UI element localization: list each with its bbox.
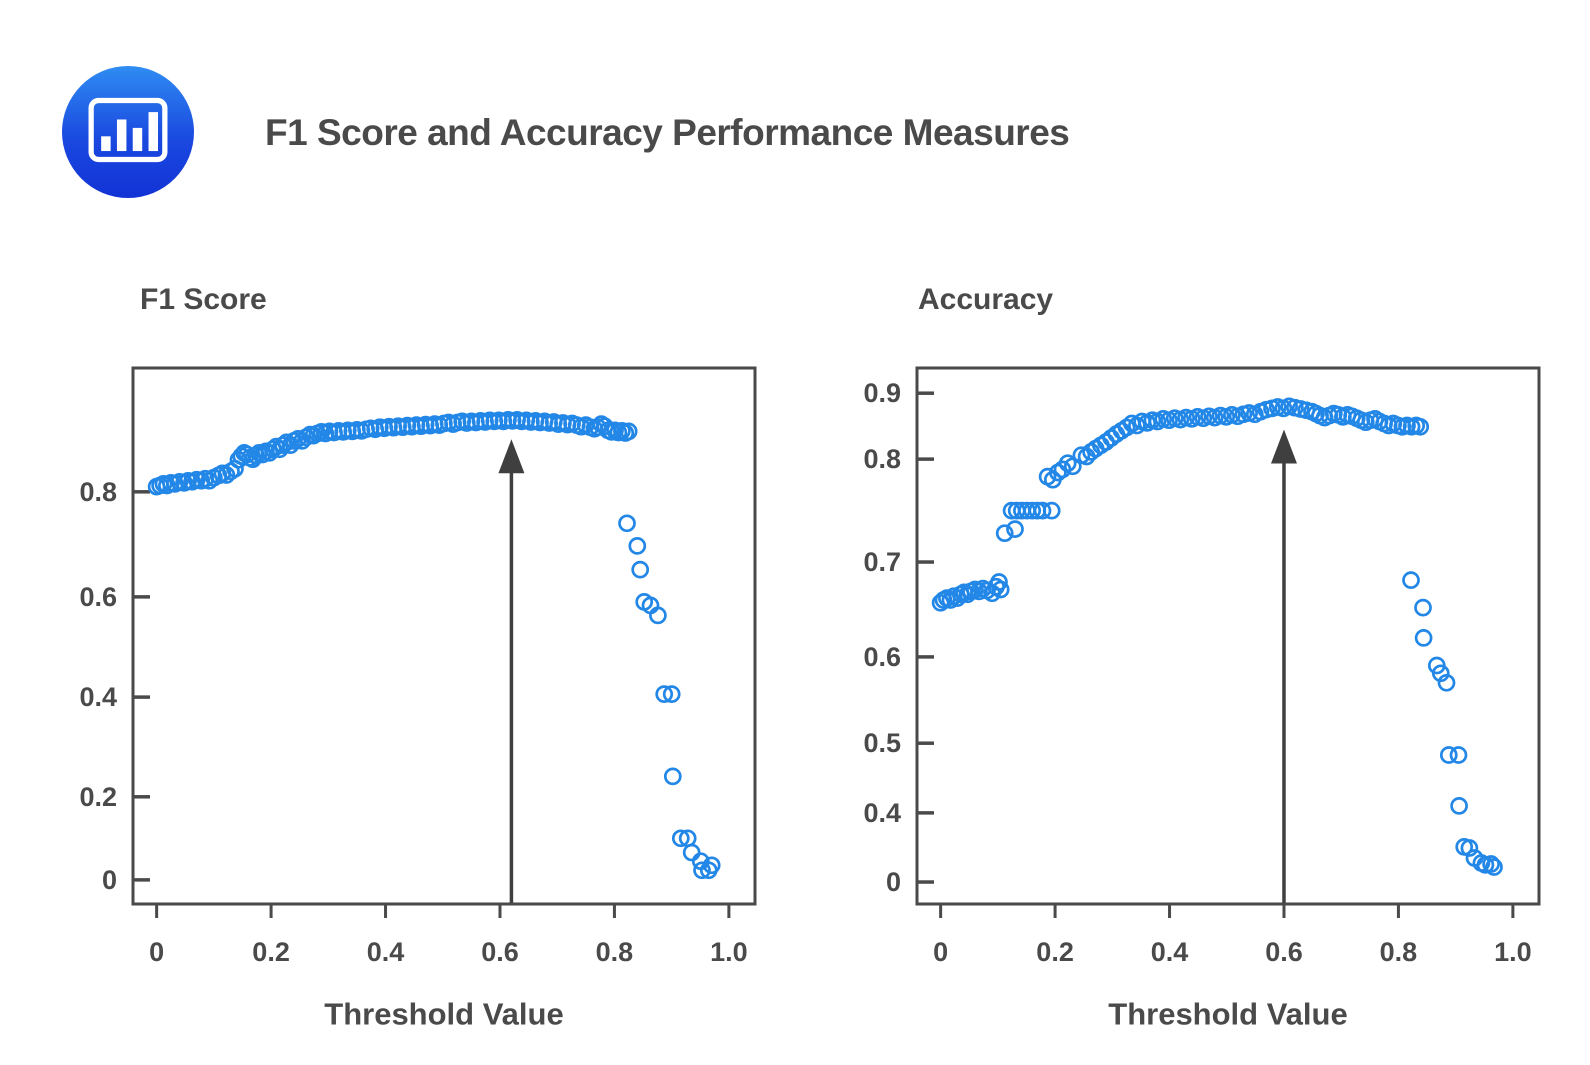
data-point bbox=[693, 861, 711, 880]
data-point bbox=[1482, 855, 1500, 873]
x-tick-label: 1.0 bbox=[1494, 937, 1532, 967]
x-tick-label: 0.6 bbox=[481, 937, 519, 967]
page-title: F1 Score and Accuracy Performance Measur… bbox=[265, 112, 1070, 153]
data-point bbox=[662, 685, 681, 703]
data-point bbox=[253, 445, 272, 464]
x-tick-label: 0.4 bbox=[367, 937, 405, 967]
data-point bbox=[655, 685, 674, 703]
threshold-arrow-head bbox=[1270, 429, 1297, 464]
y-tick-label: 0.9 bbox=[863, 378, 901, 408]
data-point bbox=[1033, 501, 1052, 520]
data-point bbox=[649, 606, 667, 625]
accuracy-chart: 0 0.4 0.5 0.6 0.7 0.8 0.9 0 0.2 0.4 0.6 0.8 1.0 Thres… bbox=[863, 366, 1541, 1032]
bar-chart-icon bbox=[88, 97, 168, 168]
y-tick-label: 0.7 bbox=[863, 547, 901, 577]
x-tick-label: 0.6 bbox=[1265, 937, 1303, 967]
data-point bbox=[663, 767, 682, 786]
data-point bbox=[1450, 797, 1468, 815]
data-point bbox=[631, 560, 650, 579]
x-axis-label: Threshold Value bbox=[324, 997, 563, 1032]
data-point bbox=[1485, 858, 1503, 876]
data-point bbox=[1411, 417, 1430, 436]
data-point bbox=[995, 524, 1014, 543]
plot-border bbox=[915, 366, 1541, 906]
y-tick-label: 0.6 bbox=[863, 642, 901, 672]
data-point bbox=[682, 843, 701, 862]
data-point bbox=[1431, 664, 1450, 683]
data-point bbox=[1439, 746, 1458, 764]
data-point bbox=[1023, 501, 1042, 520]
y-tick-label: 0.8 bbox=[79, 477, 117, 507]
data-point bbox=[990, 573, 1008, 591]
f1-chart-title: F1 Score bbox=[140, 283, 267, 316]
accuracy-chart-title: Accuracy bbox=[918, 283, 1054, 316]
x-tick-label: 0.8 bbox=[1380, 937, 1418, 967]
y-tick-label: 0.5 bbox=[863, 728, 901, 758]
data-point bbox=[274, 436, 292, 454]
y-tick-label: 0.6 bbox=[79, 582, 117, 612]
data-point bbox=[628, 537, 647, 555]
y-tick-label: 0.8 bbox=[863, 444, 901, 474]
app-logo bbox=[62, 66, 194, 198]
y-tick-label: 0 bbox=[886, 867, 901, 897]
data-point bbox=[1042, 501, 1061, 520]
x-tick-label: 0 bbox=[933, 937, 948, 967]
data-point bbox=[618, 514, 636, 533]
x-tick-label: 0.2 bbox=[252, 937, 290, 967]
data-point bbox=[1414, 629, 1433, 647]
data-point bbox=[1460, 839, 1479, 857]
y-tick-label: 0.2 bbox=[79, 782, 117, 812]
threshold-arrow-head bbox=[498, 439, 525, 474]
x-axis-label: Threshold Value bbox=[1108, 997, 1347, 1032]
x-tick-label: 1.0 bbox=[710, 937, 748, 967]
plot-border bbox=[131, 366, 757, 906]
data-point bbox=[991, 580, 1010, 599]
data-point bbox=[699, 861, 718, 880]
x-tick-label: 0.8 bbox=[596, 937, 634, 967]
data-point bbox=[619, 422, 638, 441]
y-tick-label: 0 bbox=[102, 865, 117, 895]
f1-score-chart: 0 0.2 0.4 0.6 0.8 0 0.2 0.4 0.6 0.8 1.0 Threshold V… bbox=[79, 366, 757, 1032]
data-point bbox=[1402, 571, 1420, 589]
data-point bbox=[1414, 598, 1432, 617]
data-point bbox=[1449, 746, 1468, 764]
y-tick-label: 0.4 bbox=[79, 682, 117, 712]
x-tick-label: 0.4 bbox=[1151, 937, 1189, 967]
x-tick-label: 0 bbox=[149, 937, 164, 967]
data-point bbox=[1006, 520, 1024, 538]
x-tick-label: 0.2 bbox=[1036, 937, 1074, 967]
data-point bbox=[263, 440, 282, 459]
data-point bbox=[1063, 457, 1082, 476]
data-point bbox=[1437, 673, 1456, 692]
y-tick-label: 0.4 bbox=[863, 798, 901, 828]
data-point bbox=[671, 829, 690, 848]
